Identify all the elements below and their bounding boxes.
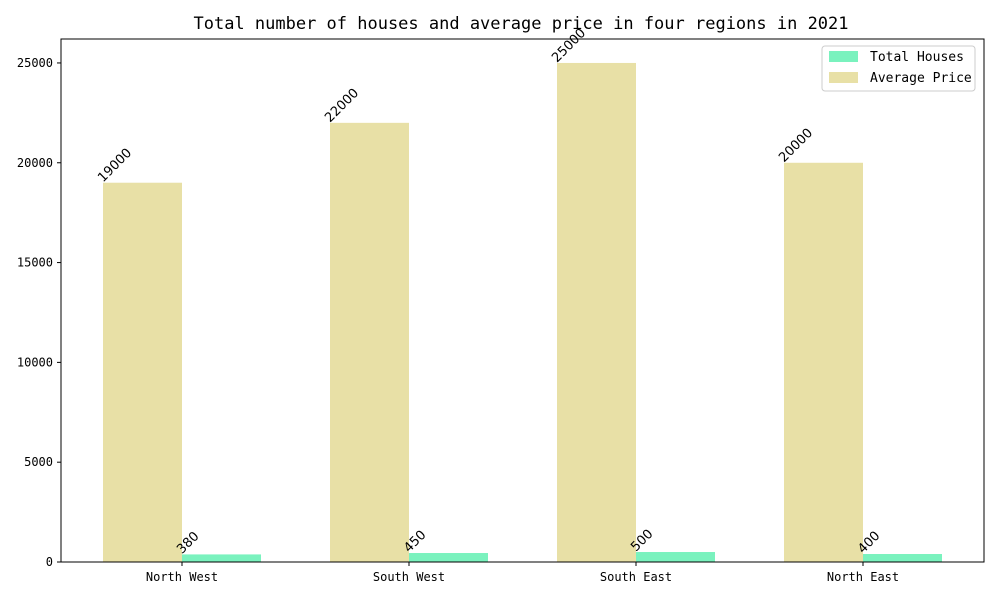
- x-tick-label: North East: [827, 570, 899, 584]
- y-tick-label: 5000: [24, 455, 53, 469]
- legend-swatch: [829, 51, 858, 62]
- y-tick-label: 10000: [17, 355, 53, 369]
- bar-average-price-north-west: [103, 182, 182, 562]
- x-tick-label: South East: [600, 570, 672, 584]
- legend-swatch: [829, 72, 858, 83]
- x-tick-label: South West: [373, 570, 445, 584]
- legend-box: [821, 45, 976, 92]
- y-axis: 0 5000 10000 15000 20000 25000: [17, 56, 61, 569]
- bar-average-price-south-east: [557, 62, 636, 563]
- bar-value-label: 19000: [95, 146, 135, 186]
- legend-entries: Total Houses Average Price: [829, 50, 972, 86]
- y-tick-label: 0: [46, 555, 53, 569]
- bar-average-price-north-east: [784, 162, 863, 562]
- y-tick-label: 15000: [17, 256, 53, 270]
- x-tick-label: North West: [146, 570, 218, 584]
- bar-total-houses-south-east: [636, 552, 715, 562]
- bar-value-label: 20000: [776, 126, 816, 166]
- legend-label: Average Price: [870, 71, 972, 86]
- bar-total-houses-south-west: [409, 553, 488, 562]
- bar-average-price-south-west: [330, 122, 409, 562]
- y-tick-label: 20000: [17, 156, 53, 170]
- bars-layer: [103, 62, 942, 563]
- bar-value-label: 22000: [322, 86, 362, 126]
- x-axis: North West South West South East North East: [146, 562, 899, 584]
- bar-total-houses-north-east: [863, 554, 942, 562]
- legend: Total Houses Average Price: [821, 45, 976, 92]
- plot-area-frame: [60, 38, 985, 563]
- legend-label: Total Houses: [870, 50, 964, 65]
- y-tick-label: 25000: [17, 56, 53, 70]
- bar-total-houses-north-west: [182, 554, 261, 562]
- chart-title: Total number of houses and average price…: [193, 14, 848, 34]
